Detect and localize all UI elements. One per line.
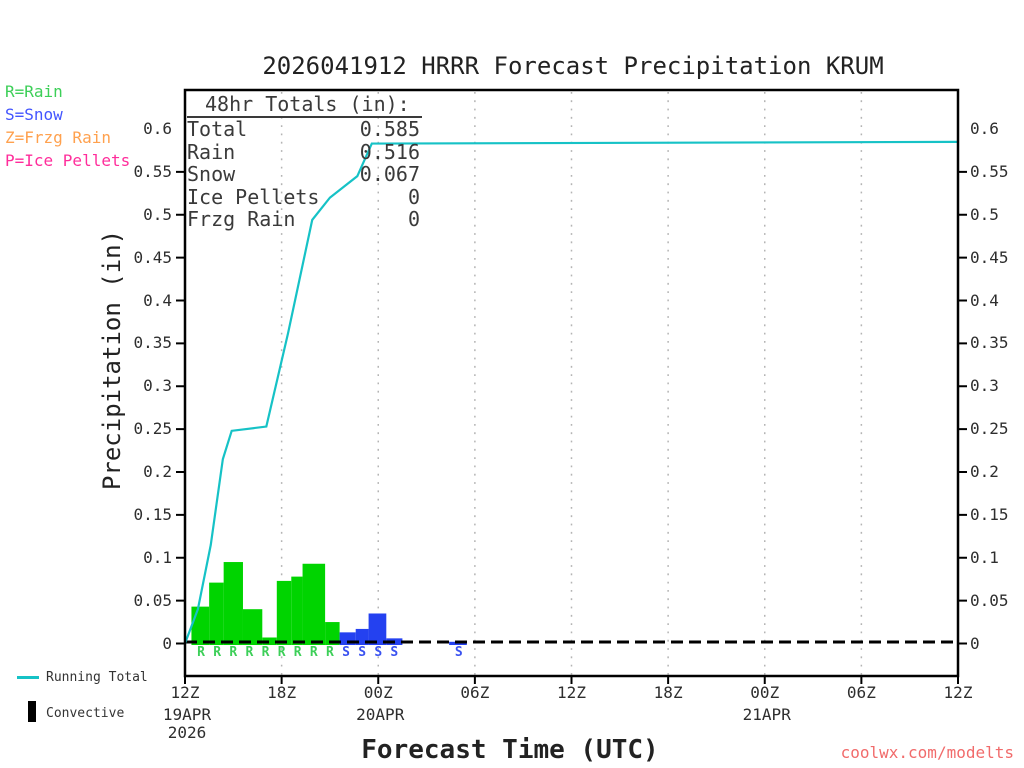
x-tick-label: 18Z (653, 683, 683, 702)
chart-title: 2026041912 HRRR Forecast Precipitation K… (262, 52, 884, 80)
running-total-line-swatch (17, 676, 39, 679)
totals-row-total: Total 0.585 (187, 118, 422, 141)
y-tick-label-right: 0.2 (970, 462, 999, 481)
rain-bar (302, 563, 326, 645)
totals-row-ice-pellets: Ice Pellets 0 (187, 186, 422, 209)
y-tick-label-left: 0 (162, 633, 172, 653)
x-tick-label: 12Z (557, 683, 586, 702)
watermark: coolwx.com/modelts (840, 743, 1014, 762)
precip-type-letter-rain: R (229, 645, 238, 660)
y-tick-label-left: 0.45 (133, 247, 172, 267)
x-tick-date: 20APR (356, 705, 405, 724)
y-tick-label-left: 0.2 (143, 462, 172, 481)
precip-type-letter-snow: S (358, 645, 367, 660)
y-tick-label-left: 0.5 (143, 204, 172, 224)
y-tick-label-left: 0.25 (133, 419, 172, 439)
x-tick-label: 00Z (363, 683, 393, 702)
y-tick-label-right: 0.5 (970, 204, 999, 224)
totals-label: Rain (187, 139, 236, 164)
totals-label: Total (187, 117, 248, 141)
plot-border (183, 88, 960, 678)
y-tick-label-right: 0.25 (970, 419, 1009, 439)
y-tick-label-left: 0.15 (133, 504, 172, 524)
y-tick-label-left: 0.3 (143, 376, 172, 396)
rain-bar (209, 582, 224, 645)
key-frzg-rain: Z=Frzg Rain (5, 128, 111, 147)
y-tick-label-right: 0.15 (970, 504, 1009, 524)
totals-value: 0.585 (359, 117, 420, 141)
x-axis-title: Forecast Time (UTC) (361, 735, 659, 765)
totals-value: 0 (407, 184, 420, 209)
totals-label: Snow (187, 162, 236, 187)
precip-type-key: R=Rain S=Snow Z=Frzg Rain P=Ice Pellets (5, 80, 130, 172)
precip-type-letter-rain: R (293, 645, 302, 660)
convective-bar-swatch (28, 701, 36, 722)
precip-type-letter-rain: R (326, 645, 334, 660)
rain-bar (242, 609, 263, 645)
precip-type-letter-snow: S (390, 645, 399, 660)
x-tick-label: 06Z (460, 683, 490, 702)
y-tick-label-right: 0.3 (970, 376, 999, 396)
y-tick-label-left: 0.1 (143, 547, 172, 567)
precip-type-letter-rain: R (309, 645, 318, 660)
y-tick-label-right: 0.55 (970, 161, 1009, 181)
running-total-line (183, 140, 959, 644)
y-tick-label-left: 0.35 (133, 333, 172, 353)
running-total-label: Running Total (46, 670, 148, 685)
precip-type-letter-rain: R (277, 645, 286, 660)
y-tick-label-left: 0.05 (133, 590, 172, 610)
y-tick-label-right: 0.1 (970, 547, 999, 567)
rain-bar (191, 606, 210, 645)
x-tick-date: 19APR (162, 705, 212, 724)
y-axis-title: Precipitation (in) (98, 229, 126, 491)
y-tick-label-left: 0.6 (143, 119, 172, 138)
precip-type-letter-snow: S (342, 645, 350, 660)
y-tick-label-left: 0.55 (133, 161, 172, 181)
y-tick-label-left: 0.4 (143, 290, 172, 310)
key-ice-pellets: P=Ice Pellets (5, 151, 131, 170)
key-rain: R=Rain (5, 82, 63, 101)
y-tick-label-right: 0.4 (970, 290, 999, 310)
x-tick-label: 06Z (846, 683, 876, 702)
rain-bar (276, 580, 292, 645)
precip-type-letter-snow: S (374, 645, 383, 660)
x-tick-date: 21APR (742, 705, 791, 724)
key-snow: S=Snow (5, 105, 63, 124)
x-tick-year: 2026 (167, 723, 207, 742)
totals-heading: 48hr Totals (in): (187, 92, 422, 118)
y-tick-label-right: 0.05 (970, 590, 1009, 610)
totals-label: Frzg Rain (187, 207, 296, 232)
x-tick-label: 00Z (750, 683, 780, 702)
totals-value: 0.067 (359, 162, 420, 187)
y-tick-label-right: 0 (970, 633, 980, 653)
rain-bar (325, 622, 340, 645)
totals-label: Ice Pellets (187, 184, 320, 209)
precip-type-letter-rain: R (261, 645, 270, 660)
x-tick-label: 18Z (267, 683, 297, 702)
totals-value: 0.516 (359, 139, 420, 164)
y-tick-label-right: 0.6 (970, 119, 999, 138)
totals-panel: 48hr Totals (in): Total 0.585 Rain 0.516… (187, 92, 422, 231)
totals-value: 0 (407, 207, 420, 232)
y-tick-label-right: 0.35 (970, 333, 1009, 353)
convective-label: Convective (46, 706, 125, 721)
precip-type-letter-rain: R (213, 645, 222, 660)
rain-bar (291, 576, 303, 645)
precip-type-letter-snow: S (454, 645, 463, 660)
totals-row-snow: Snow 0.067 (187, 163, 422, 186)
totals-row-frzg-rain: Frzg Rain 0 (187, 208, 422, 231)
y-tick-label-right: 0.45 (970, 247, 1009, 267)
rain-bar (223, 562, 243, 645)
x-tick-label: 12Z (170, 683, 200, 702)
totals-row-rain: Rain 0.516 (187, 139, 422, 164)
rain-bar (262, 637, 277, 645)
x-tick-label: 12Z (943, 683, 973, 702)
snow-bar (368, 613, 387, 645)
precip-type-letter-rain: R (197, 645, 205, 660)
precip-type-letter-rain: R (245, 645, 254, 660)
